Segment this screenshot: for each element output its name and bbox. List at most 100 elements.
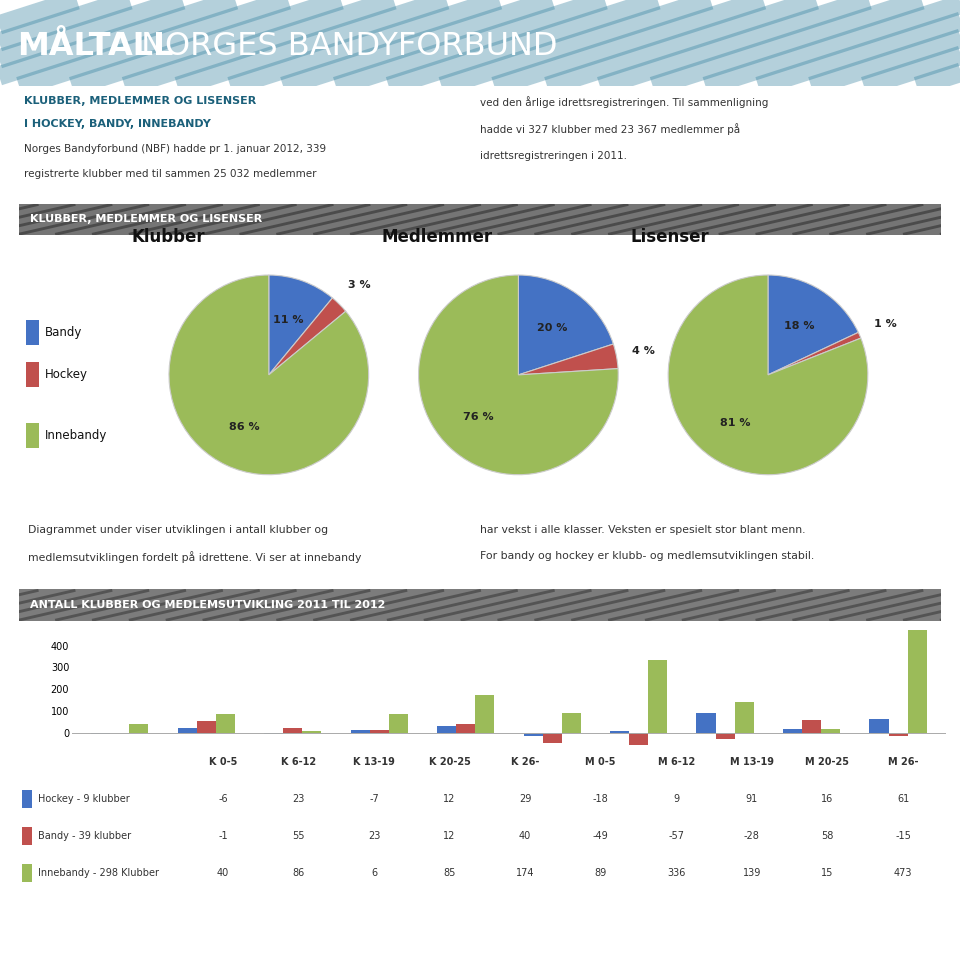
Text: har vekst i alle klasser. Veksten er spesielt stor blant menn.: har vekst i alle klasser. Veksten er spe… [480,524,805,535]
Text: 9: 9 [673,794,680,804]
Bar [610,731,629,732]
Text: Bandy - 39 klubber: Bandy - 39 klubber [37,831,131,841]
Text: registrerte klubber med til sammen 25 032 medlemmer: registrerte klubber med til sammen 25 03… [24,169,317,180]
Bar [697,712,715,732]
Bar [562,713,581,732]
Bar [129,724,148,732]
Text: K 20-25: K 20-25 [429,757,470,767]
Text: MÅLTALL: MÅLTALL [17,31,174,62]
Text: I HOCKEY, BANDY, INNEBANDY: I HOCKEY, BANDY, INNEBANDY [24,119,211,129]
Text: Klubber: Klubber [132,228,205,246]
Text: 85: 85 [444,868,456,878]
Wedge shape [768,275,858,374]
Bar [783,729,802,732]
Text: 12: 12 [444,794,456,804]
Text: M 13-19: M 13-19 [730,757,774,767]
Text: hadde vi 327 klubber med 23 367 medlemmer på: hadde vi 327 klubber med 23 367 medlemme… [480,123,740,135]
Bar [283,728,302,732]
Text: M 26-: M 26- [888,757,919,767]
Bar [27,423,39,448]
Text: 139: 139 [743,868,761,878]
Text: K 6-12: K 6-12 [281,757,316,767]
Text: Diagrammet under viser utviklingen i antall klubber og: Diagrammet under viser utviklingen i ant… [29,524,328,535]
Wedge shape [518,275,613,374]
Text: Lisenser: Lisenser [631,228,709,246]
Text: 55: 55 [292,831,304,841]
Bar [22,827,32,846]
Text: 1 %: 1 % [874,319,897,329]
Text: 18 %: 18 % [783,321,814,331]
Text: ANTALL KLUBBER OG MEDLEMSUTVIKLING 2011 TIL 2012: ANTALL KLUBBER OG MEDLEMSUTVIKLING 2011 … [31,600,386,611]
Text: -18: -18 [593,794,609,804]
Text: Innebandy: Innebandy [45,429,108,443]
Text: ved den årlige idrettsregistreringen. Til sammenligning: ved den årlige idrettsregistreringen. Ti… [480,96,768,108]
Bar [889,732,907,735]
Bar [715,732,734,738]
Text: NORGES BANDYFORBUND: NORGES BANDYFORBUND [131,31,557,62]
Text: 336: 336 [667,868,685,878]
Bar [27,362,39,387]
Text: 86 %: 86 % [228,422,259,432]
Text: K 13-19: K 13-19 [353,757,395,767]
Bar [821,730,840,732]
Text: 40: 40 [217,868,229,878]
Bar [216,714,234,732]
Bar [22,864,32,882]
Wedge shape [668,275,868,474]
Bar [264,732,283,734]
Text: M 0-5: M 0-5 [586,757,616,767]
Text: 29: 29 [519,794,531,804]
Bar [437,727,456,732]
Bar [648,660,667,732]
Bar [802,720,821,732]
Text: 81 %: 81 % [720,418,751,428]
Bar [475,695,494,732]
Text: 16: 16 [822,794,833,804]
Text: Innebandy - 298 Klubber: Innebandy - 298 Klubber [37,868,158,878]
Bar [22,790,32,808]
Text: For bandy og hockey er klubb- og medlemsutviklingen stabil.: For bandy og hockey er klubb- og medlems… [480,551,814,562]
Text: Hockey - 9 klubber: Hockey - 9 klubber [37,794,130,804]
Text: 15: 15 [821,868,833,878]
Wedge shape [269,298,346,374]
Text: KLUBBER, MEDLEMMER OG LISENSER: KLUBBER, MEDLEMMER OG LISENSER [31,214,262,225]
Text: 5: 5 [913,925,930,948]
Text: 174: 174 [516,868,535,878]
Text: 91: 91 [746,794,758,804]
Bar [523,732,542,736]
Bar [870,719,889,732]
Bar [456,724,475,732]
Wedge shape [269,275,332,374]
Bar [907,630,926,732]
Text: M 20-25: M 20-25 [805,757,850,767]
Bar [27,320,39,346]
Bar [389,714,408,732]
Text: M 6-12: M 6-12 [658,757,695,767]
Text: 6: 6 [371,868,377,878]
Text: 89: 89 [594,868,607,878]
Wedge shape [518,344,618,374]
Text: 11 %: 11 % [274,316,303,325]
Text: 3 %: 3 % [348,279,371,290]
Text: K 26-: K 26- [511,757,540,767]
Text: -28: -28 [744,831,759,841]
Text: 20 %: 20 % [538,323,567,333]
Text: 40: 40 [519,831,531,841]
Bar [197,721,216,732]
Text: 23: 23 [292,794,304,804]
Bar [350,730,370,732]
Text: 473: 473 [894,868,912,878]
Text: idrettsregistreringen i 2011.: idrettsregistreringen i 2011. [480,151,627,161]
Text: -15: -15 [895,831,911,841]
Text: 4 %: 4 % [633,346,656,356]
Wedge shape [169,275,369,474]
Text: K 0-5: K 0-5 [208,757,237,767]
Text: 61: 61 [897,794,909,804]
Text: -7: -7 [370,794,379,804]
Bar [91,732,110,733]
Text: medlemsutviklingen fordelt på idrettene. Vi ser at innebandy: medlemsutviklingen fordelt på idrettene.… [29,551,362,564]
Text: 76 %: 76 % [464,412,494,422]
Text: 12: 12 [444,831,456,841]
Text: -49: -49 [593,831,609,841]
Wedge shape [768,332,861,374]
